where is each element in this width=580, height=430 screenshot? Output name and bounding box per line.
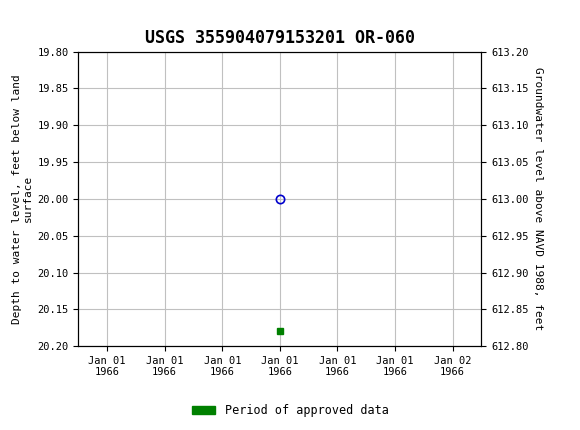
Text: USGS: USGS — [7, 9, 62, 27]
Bar — [1, 3, 16, 34]
Legend: Period of approved data: Period of approved data — [187, 399, 393, 422]
Title: USGS 355904079153201 OR-060: USGS 355904079153201 OR-060 — [145, 29, 415, 47]
Y-axis label: Depth to water level, feet below land
surface: Depth to water level, feet below land su… — [12, 74, 33, 324]
Y-axis label: Groundwater level above NAVD 1988, feet: Groundwater level above NAVD 1988, feet — [533, 67, 543, 331]
